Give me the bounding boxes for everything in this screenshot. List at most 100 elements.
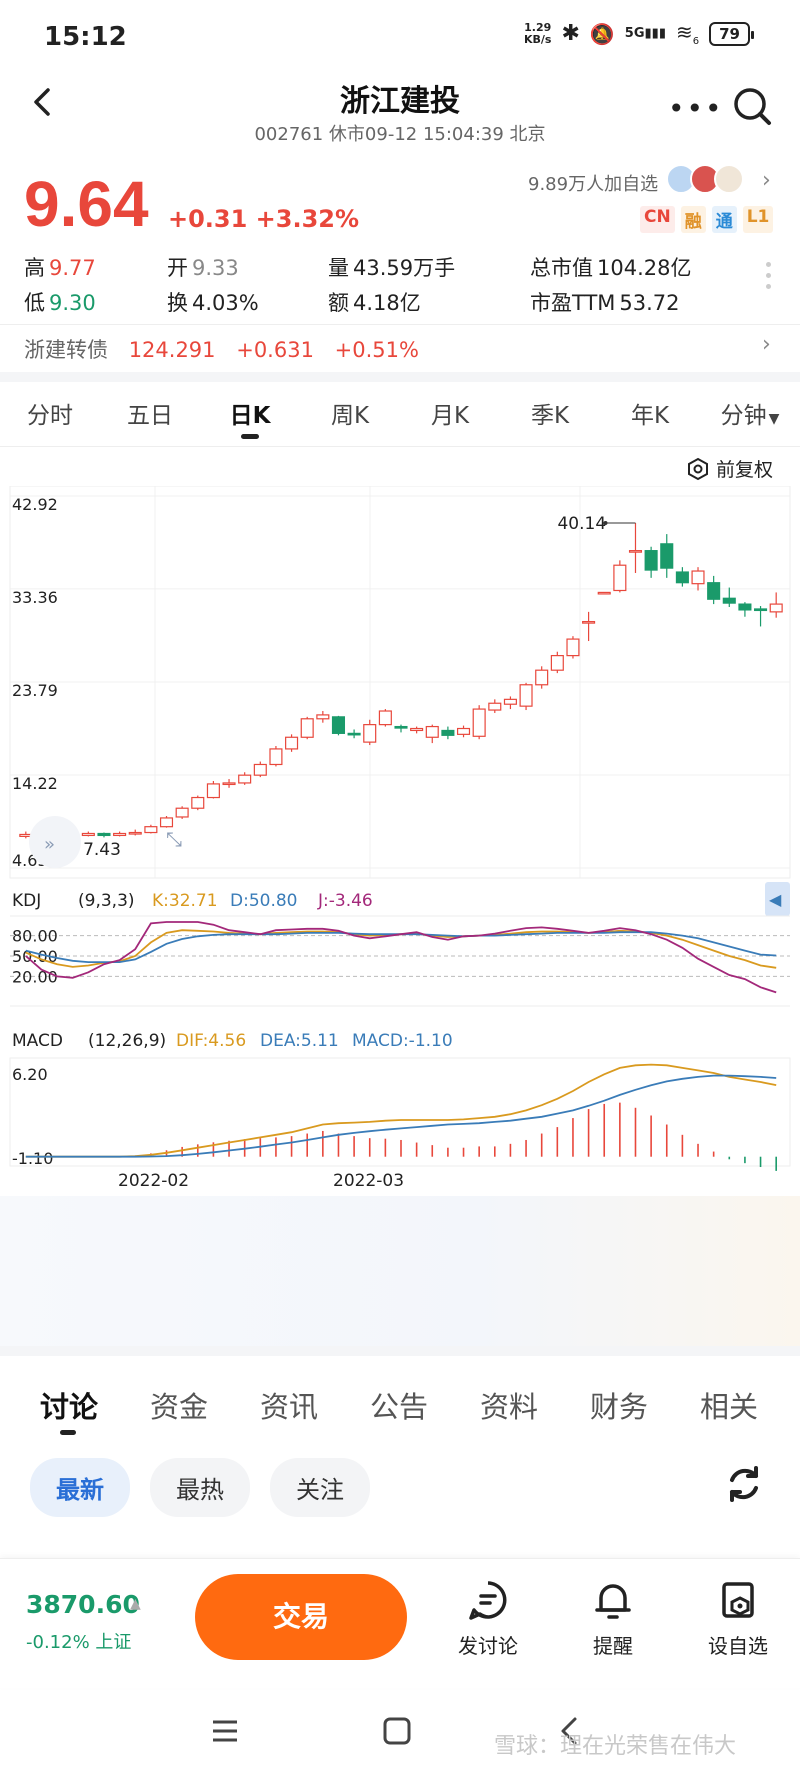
discuss-button[interactable]: 发讨论	[438, 1578, 538, 1659]
watermark: 雪球：理在光荣售在伟大	[494, 1734, 737, 1759]
tab-announcements[interactable]: 公告	[369, 1390, 428, 1424]
tab-weekly-k[interactable]: 周K	[330, 403, 370, 429]
stat-label: 开	[167, 256, 188, 280]
convertible-bond[interactable]: 浙建转债 124.291 +0.631 +0.51%	[24, 334, 419, 364]
y-tick-label: 42.92	[12, 495, 58, 514]
promo-banner[interactable]	[0, 1196, 800, 1346]
stat-label: 总市值	[530, 256, 593, 280]
macd-tick-label: 6.20	[12, 1065, 48, 1084]
candle-body	[644, 550, 658, 571]
candle-body	[316, 714, 330, 720]
tab-intraday[interactable]: 分时	[27, 403, 73, 429]
search-icon[interactable]	[730, 84, 774, 128]
stat-value: 9.33	[192, 256, 239, 280]
net-speed-unit: KB/s	[523, 32, 552, 46]
watchers-count[interactable]: 9.89万人加自选	[528, 174, 659, 195]
more-icon[interactable]: •••	[668, 92, 724, 125]
candle-body	[191, 796, 205, 809]
chat-icon	[469, 1581, 507, 1620]
tab-discussion[interactable]: 讨论	[14, 1384, 124, 1435]
macd-hist-value: MACD:-1.10	[352, 1031, 453, 1051]
wifi-num: 6	[692, 36, 700, 47]
alert-button[interactable]: 提醒	[563, 1578, 663, 1659]
stat-label: 市盈TTM	[530, 291, 616, 315]
tab-funds[interactable]: 资金	[149, 1390, 208, 1424]
tab-quarterly-k[interactable]: 季K	[530, 403, 570, 429]
candle-body	[456, 727, 471, 735]
candle-body	[128, 831, 142, 835]
stock-subtitle: 002761 休市09-12 15:04:39 北京	[254, 124, 546, 145]
stats-more-icon[interactable]	[766, 262, 772, 295]
candle-body	[582, 620, 596, 624]
add-watchlist-button[interactable]: 设自选	[688, 1578, 788, 1659]
tab-related[interactable]: 相关	[699, 1390, 758, 1424]
stat-label: 量	[328, 256, 349, 280]
chevron-right-icon[interactable]: ›	[762, 168, 771, 193]
bond-row[interactable]	[0, 324, 800, 374]
tab-five-day[interactable]: 五日	[127, 403, 173, 429]
badge-l1: L1	[742, 206, 774, 233]
kdj-tick-label: 80.00	[12, 927, 58, 946]
nav-back-icon[interactable]	[555, 1716, 585, 1746]
candle-body	[769, 603, 783, 613]
trade-button[interactable]: 交易	[195, 1574, 407, 1660]
stat-turnover: 换 4.03%	[167, 287, 259, 317]
price-change: +0.31 +3.32%	[168, 205, 360, 233]
tab-minute[interactable]: 分钟 ▼	[700, 396, 800, 430]
kdj-tick-label: 20.00	[12, 967, 58, 986]
watchlist-label: 设自选	[708, 1634, 768, 1658]
index-value[interactable]: 3870.60	[26, 1590, 140, 1619]
tab-monthly-k[interactable]: 月K	[430, 403, 470, 429]
stat-label: 换	[167, 291, 188, 315]
home-icon[interactable]	[382, 1716, 412, 1746]
tab-financials[interactable]: 财务	[589, 1390, 648, 1424]
current-price: 9.64	[24, 168, 149, 240]
tab-profile[interactable]: 资料	[479, 1390, 538, 1424]
index-change[interactable]: -0.12% 上证	[26, 1632, 132, 1653]
tab-daily-k[interactable]: 日K	[200, 396, 300, 439]
max-marker-dot	[603, 521, 608, 526]
divider	[0, 446, 800, 447]
tab-yearly-k[interactable]: 年K	[630, 403, 670, 429]
stat-label: 低	[24, 291, 45, 315]
candle-body	[503, 698, 517, 705]
back-icon[interactable]	[24, 82, 64, 122]
system-nav-bar	[0, 1690, 800, 1778]
watcher-avatars[interactable]	[666, 164, 744, 194]
refresh-icon[interactable]	[722, 1462, 766, 1506]
kdj-label: KDJ	[12, 891, 41, 911]
stat-value: 9.77	[49, 256, 96, 280]
candle-body	[222, 782, 236, 786]
filter-following[interactable]: 关注	[270, 1458, 370, 1517]
stat-value: 53.72	[619, 291, 680, 315]
bond-name: 浙建转债	[24, 338, 108, 362]
kdj-j-line	[25, 921, 777, 994]
filter-hot[interactable]: 最热	[150, 1458, 250, 1517]
tab-news[interactable]: 资讯	[259, 1390, 318, 1424]
menu-icon[interactable]	[210, 1716, 240, 1746]
network-type: 5G	[624, 26, 645, 41]
candle-body	[300, 718, 314, 738]
chevron-right-icon[interactable]: ›	[762, 332, 771, 357]
candle-body	[159, 817, 174, 828]
adjust-label: 前复权	[716, 459, 774, 481]
candle-body	[535, 669, 549, 686]
filter-latest[interactable]: 最新	[30, 1458, 130, 1517]
y-tick-label: 14.22	[12, 774, 58, 793]
badge-margin: 融	[680, 206, 706, 233]
divider	[0, 372, 800, 382]
candle-body	[253, 763, 267, 776]
stat-pe: 市盈TTM 53.72	[530, 287, 680, 317]
expand-icon: ⤡	[166, 827, 182, 851]
adjust-toggle[interactable]: 前复权	[686, 455, 773, 482]
bond-price: 124.291	[128, 338, 216, 362]
period-tabs: 分时 五日 日K 周K 月K 季K 年K 分钟 ▼	[0, 396, 800, 439]
candle-body	[331, 716, 346, 734]
candle-body	[410, 727, 424, 732]
max-price-label: 40.14	[557, 514, 606, 534]
caret-left-icon: ◀	[769, 890, 782, 909]
caret-down-icon: ▼	[768, 411, 780, 427]
candle-body	[363, 724, 377, 743]
candle-body	[675, 571, 689, 584]
